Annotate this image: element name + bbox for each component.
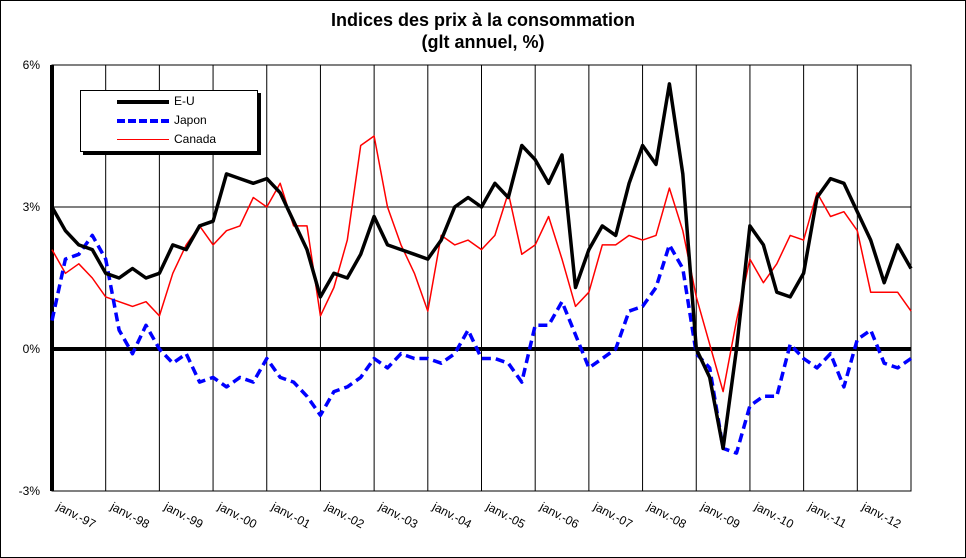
legend-swatch-canada	[117, 139, 169, 140]
x-tick-label: janv.-03	[376, 499, 421, 532]
series-line-japon	[50, 233, 913, 455]
x-tick-label: janv.-09	[698, 499, 743, 532]
legend: E-U Japon Canada	[80, 90, 258, 152]
x-tick-label: janv.-01	[268, 499, 313, 532]
x-tick-label: janv.-07	[591, 499, 636, 532]
x-tick-label: janv.-97	[54, 499, 99, 532]
series-line-e-u	[50, 82, 913, 451]
x-tick-label: janv.-00	[215, 499, 260, 532]
legend-label-eu: E-U	[174, 94, 195, 108]
chart-subtitle: (glt annuel, %)	[421, 32, 545, 52]
x-tick-label: janv.-06	[537, 499, 582, 532]
x-tick-label: janv.-04	[430, 499, 475, 532]
legend-label-japon: Japon	[174, 113, 207, 127]
x-tick-label: janv.-99	[161, 499, 206, 532]
x-tick-label: janv.-98	[107, 499, 152, 532]
y-tick-label: 3%	[23, 200, 41, 214]
legend-swatch-eu	[117, 100, 169, 104]
legend-item-canada: Canada	[81, 131, 257, 149]
x-tick-label: janv.-02	[322, 499, 367, 532]
x-tick-label: janv.-12	[859, 499, 904, 532]
x-tick-label: janv.-08	[644, 499, 689, 532]
y-tick-label: 6%	[23, 58, 41, 72]
x-tick-label: janv.-11	[805, 499, 849, 531]
y-tick-label: -3%	[19, 484, 41, 498]
legend-label-canada: Canada	[174, 132, 217, 146]
legend-item-japon: Japon	[81, 112, 257, 130]
legend-swatch-japon	[117, 119, 169, 123]
y-tick-label: 0%	[23, 342, 41, 356]
chart-title: Indices des prix à la consommation	[330, 10, 636, 30]
x-tick-label: janv.-05	[483, 499, 528, 532]
legend-item-eu: E-U	[81, 93, 257, 111]
x-tick-label: janv.-10	[752, 499, 797, 532]
